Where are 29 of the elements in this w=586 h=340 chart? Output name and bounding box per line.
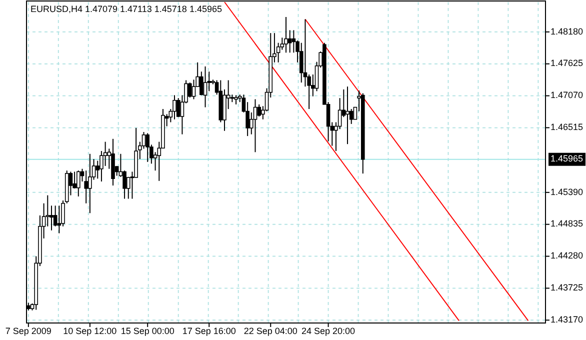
x-tick-label: 24 Sep 20:00 xyxy=(302,326,356,336)
y-tick-label: 1.47070 xyxy=(550,90,584,100)
y-tick-label: 1.44280 xyxy=(550,250,584,261)
x-tick-label: 22 Sep 04:00 xyxy=(244,326,298,336)
candlestick xyxy=(76,170,80,197)
y-tick-label: 1.43170 xyxy=(550,314,584,324)
x-tick-label: 15 Sep 00:00 xyxy=(120,326,174,336)
candlestick xyxy=(203,66,208,108)
x-tick-label: 7 Sep 2009 xyxy=(5,326,52,336)
candlestick xyxy=(192,79,196,100)
ref-line-label: 1.45965 xyxy=(550,154,584,164)
y-tick-label: 1.45390 xyxy=(550,186,584,197)
candlestick xyxy=(88,153,92,214)
candlestick xyxy=(172,94,176,120)
x-tick-label: 10 Sep 12:00 xyxy=(63,326,117,336)
y-tick-label: 1.48180 xyxy=(550,26,584,36)
chart-title: EURUSD,H4 1.47079 1.47113 1.45718 1.45965 xyxy=(30,4,222,14)
y-tick-label: 1.47625 xyxy=(550,58,584,68)
candlestick xyxy=(253,98,258,153)
y-tick-label: 1.44835 xyxy=(550,218,584,229)
candlestick xyxy=(146,132,150,162)
candlestick xyxy=(257,104,261,117)
x-tick-label: 17 Sep 16:00 xyxy=(182,326,236,336)
y-tick-label: 1.46515 xyxy=(550,122,584,132)
y-tick-label: 1.43725 xyxy=(550,282,584,293)
candlestick xyxy=(284,16,288,54)
candlestick xyxy=(346,86,350,145)
candlestick xyxy=(234,94,238,105)
candlestick xyxy=(84,170,88,204)
